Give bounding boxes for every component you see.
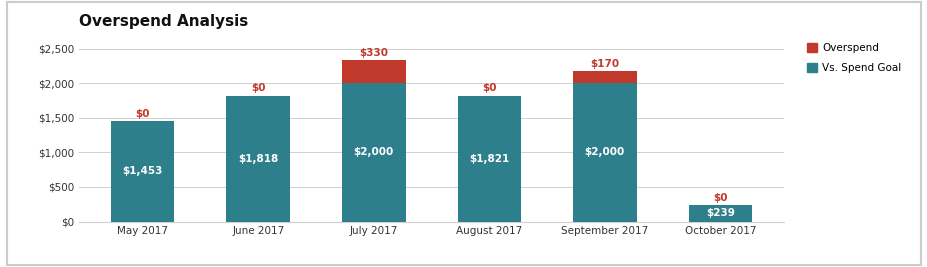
Text: $170: $170: [590, 59, 618, 69]
Text: $239: $239: [705, 208, 734, 218]
Text: $330: $330: [359, 48, 387, 58]
Text: $0: $0: [712, 193, 727, 203]
Text: $1,821: $1,821: [469, 154, 509, 164]
Text: $2,000: $2,000: [353, 147, 393, 157]
Text: Overspend Analysis: Overspend Analysis: [79, 14, 248, 29]
Bar: [226, 96, 290, 222]
Bar: [688, 205, 751, 222]
Text: $2,000: $2,000: [584, 147, 624, 157]
Bar: [572, 71, 636, 83]
Legend: Overspend, Vs. Spend Goal: Overspend, Vs. Spend Goal: [803, 40, 904, 76]
Text: $0: $0: [481, 83, 496, 93]
Bar: [342, 83, 405, 222]
Text: $0: $0: [250, 83, 265, 93]
Bar: [342, 60, 405, 83]
Bar: [457, 96, 520, 222]
Text: $1,818: $1,818: [238, 154, 278, 164]
Text: $0: $0: [135, 109, 150, 119]
Bar: [572, 83, 636, 222]
Bar: [111, 121, 174, 222]
Text: $1,453: $1,453: [122, 166, 163, 176]
